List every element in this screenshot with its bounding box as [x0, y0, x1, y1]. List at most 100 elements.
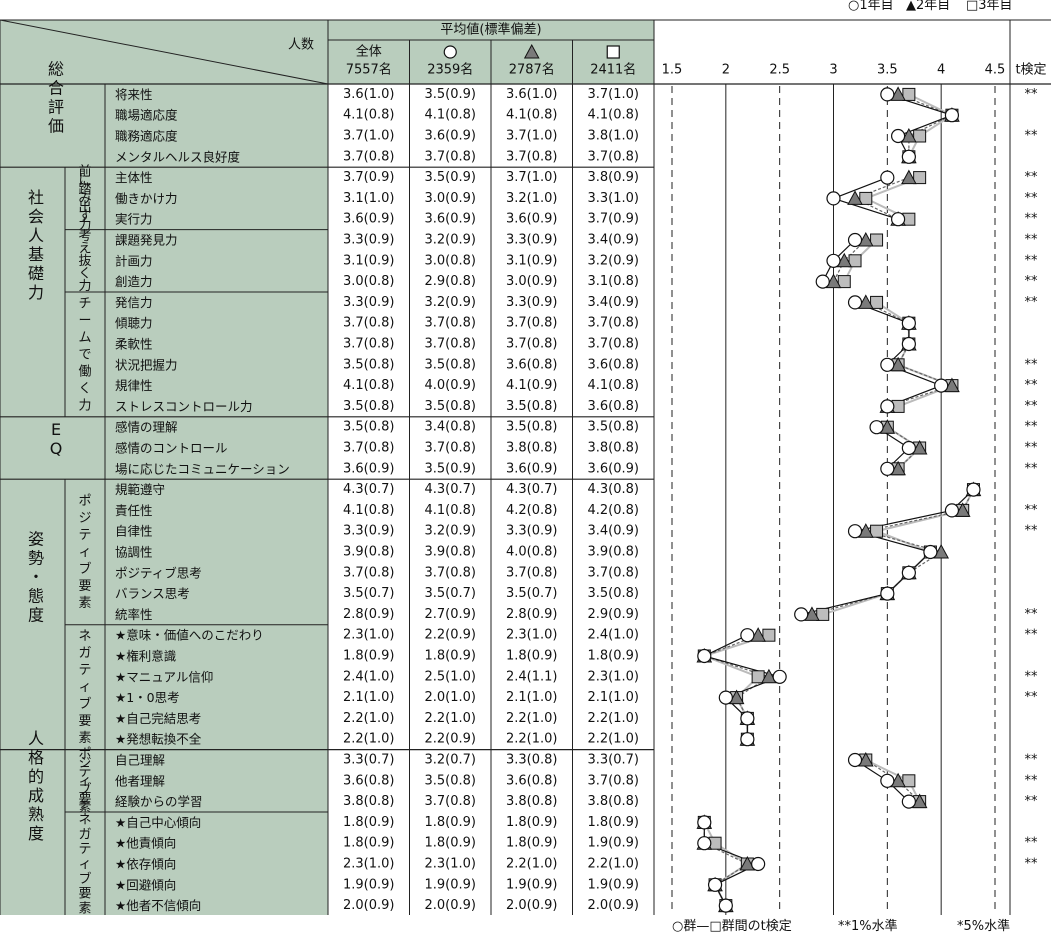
row-value-g2: 1.8(0.9): [506, 815, 558, 830]
marker-g1-circle: [697, 648, 712, 664]
row-value-g3: 3.9(0.8): [588, 545, 640, 560]
row-value-all: 4.1(0.8): [343, 108, 395, 123]
row-sig: **: [1025, 233, 1039, 248]
marker-g1-circle: [847, 232, 863, 248]
row-value-g2: 3.8(0.8): [506, 441, 558, 456]
row-item-label: ポジティブ思考: [115, 565, 202, 580]
marker-g1-circle: [880, 461, 895, 476]
row-value-g2: 3.3(0.9): [506, 524, 558, 539]
row-item-label: 実行力: [115, 212, 153, 227]
marker-g1-circle: [740, 732, 755, 747]
row-value-g1: 3.7(0.8): [425, 794, 477, 809]
row-sig: **: [1025, 441, 1039, 456]
row-item-label: 感情の理解: [115, 420, 178, 435]
row-sig: **: [1025, 87, 1039, 102]
row-item-label: 規律性: [115, 378, 153, 393]
p1-note: **1%水準: [838, 919, 898, 934]
header-symbol-triangle-icon: [523, 43, 540, 59]
x-tick-label: 3: [829, 63, 837, 78]
marker-g3-square: [859, 191, 873, 205]
row-item-label: 傾聴力: [115, 316, 153, 331]
marker-g2-triangle: [911, 439, 928, 455]
marker-g2-triangle: [804, 606, 820, 621]
row-value-g2: 3.6(0.8): [506, 357, 558, 372]
row-sig: **: [1025, 129, 1039, 144]
marker-g1-circle: [901, 336, 916, 352]
marker-g1-circle: [901, 149, 916, 164]
header-bg: [0, 20, 654, 84]
marker-g1-circle: [880, 170, 895, 185]
row-value-g2: 3.6(1.0): [506, 87, 558, 102]
series-line-g1: [854, 301, 943, 407]
row-sig: **: [1025, 857, 1039, 872]
series-line-g3: [908, 93, 954, 158]
row-item-label: ★自己中心傾向: [115, 815, 201, 830]
marker-g1-circle: [718, 690, 733, 705]
row-sig: **: [1025, 170, 1039, 185]
marker-g3-square: [870, 295, 884, 309]
row-value-g2: 3.7(1.0): [506, 170, 558, 185]
row-value-g3: 3.4(0.9): [588, 295, 640, 310]
row-value-g3: 2.0(0.9): [588, 898, 640, 913]
row-value-all: 4.1(0.8): [343, 503, 395, 518]
row-value-g3: 3.4(0.9): [588, 233, 640, 248]
row-value-g3: 3.2(0.9): [588, 253, 640, 268]
row-value-g1: 2.2(0.9): [425, 628, 477, 643]
row-value-all: 3.6(0.8): [343, 773, 395, 788]
row-value-g3: 3.7(0.8): [588, 149, 640, 164]
marker-g2-triangle: [836, 252, 853, 268]
series-line-g2: [897, 93, 954, 157]
row-value-all: 3.0(0.8): [343, 274, 395, 289]
row-value-g2: 1.8(0.9): [506, 836, 558, 851]
row-value-all: 3.5(0.8): [343, 420, 395, 435]
row-value-g2: 2.2(1.0): [506, 711, 558, 726]
header-col-label: 全体: [356, 44, 382, 60]
marker-g3-square: [913, 171, 927, 185]
row-value-g2: 3.6(0.9): [506, 461, 558, 476]
marker-g1-circle: [772, 669, 787, 684]
row-value-g3: 3.3(0.7): [588, 753, 640, 768]
row-item-label: 協調性: [115, 545, 153, 560]
x-tick-label: 4.5: [985, 63, 1006, 78]
marker-g1-circle: [847, 295, 863, 310]
row-value-g1: 2.5(1.0): [425, 669, 477, 684]
marker-g1-circle: [966, 482, 981, 497]
row-value-all: 2.8(0.9): [343, 607, 395, 622]
row-value-g1: 3.0(0.9): [425, 191, 477, 206]
row-value-g1: 2.2(1.0): [425, 711, 477, 726]
x-tick-label: 4: [937, 63, 945, 78]
row-item-label: 発信力: [115, 295, 153, 310]
header-avg-group: 平均値(標準偏差): [440, 22, 541, 38]
row-value-all: 2.1(1.0): [343, 690, 395, 705]
marker-g1-circle: [847, 752, 863, 768]
marker-g1-circle: [740, 628, 755, 643]
row-value-g2: 3.7(0.8): [506, 565, 558, 580]
row-value-g3: 1.8(0.9): [588, 815, 640, 830]
header-col-n: 7557名: [346, 62, 392, 78]
row-value-g2: 4.1(0.8): [506, 108, 558, 123]
ttest-note: ○群—□群間のt検定: [672, 919, 792, 934]
row-sig: **: [1025, 420, 1039, 435]
row-sig: **: [1025, 378, 1039, 393]
row-value-all: 4.3(0.7): [343, 482, 395, 497]
row-item-label: 課題発見力: [115, 233, 178, 248]
marker-g1-circle: [944, 503, 960, 518]
row-value-all: 2.3(1.0): [343, 857, 395, 872]
row-value-all: 3.7(0.9): [343, 170, 395, 185]
row-value-g2: 3.7(0.8): [506, 316, 558, 331]
marker-g3-square: [913, 129, 927, 143]
row-value-g1: 3.5(0.7): [425, 586, 477, 601]
row-item-label: 感情のコントロール: [115, 441, 228, 456]
marker-g2-triangle: [954, 502, 971, 517]
row-value-g1: 4.1(0.8): [425, 108, 477, 123]
row-value-all: 1.9(0.9): [343, 877, 395, 892]
x-tick-label: 2.5: [769, 63, 790, 78]
row-value-g3: 3.7(0.8): [588, 565, 640, 580]
row-value-g3: 2.4(1.0): [588, 628, 640, 643]
row-value-all: 2.2(1.0): [343, 711, 395, 726]
row-item-label: ★意味・価値へのこだわり: [115, 628, 264, 643]
row-item-label: 自律性: [115, 524, 153, 539]
marker-g3-square: [816, 607, 830, 621]
header-count-label: 人数: [288, 38, 314, 53]
